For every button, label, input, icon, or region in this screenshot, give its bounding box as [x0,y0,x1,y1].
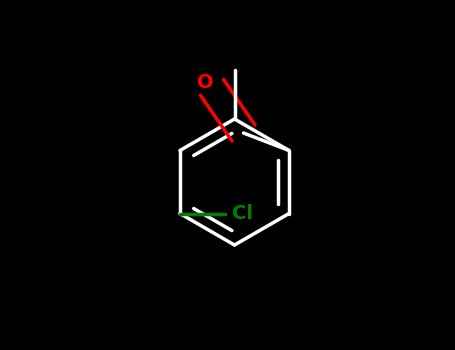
Text: O: O [197,73,214,92]
Text: Cl: Cl [233,204,253,223]
